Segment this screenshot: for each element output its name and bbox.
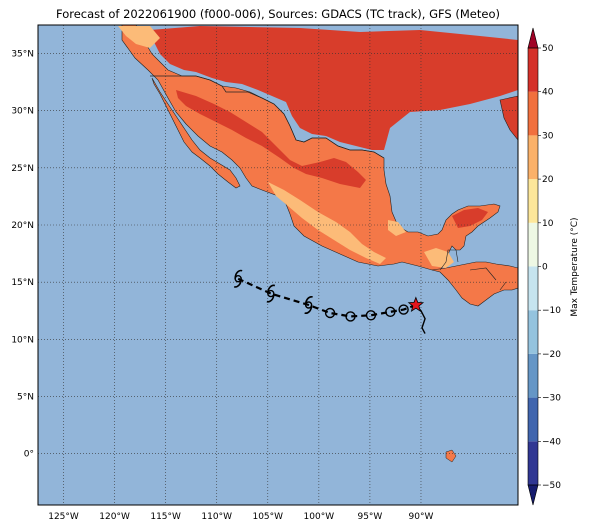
track-point-marker: [365, 310, 377, 321]
colorbar-over-arrow: [527, 27, 539, 49]
track-point-marker: [398, 304, 409, 315]
colorbar-tick-label: 40: [542, 88, 554, 98]
land-layer: [118, 25, 518, 463]
hot-zone-us-interior: [150, 26, 518, 150]
hot-zone-yucatan: [452, 208, 488, 228]
hot-zone-mexico: [176, 90, 366, 188]
colorbar-segment: [528, 310, 538, 354]
colorbar-tick-label: 30: [542, 131, 554, 141]
tropical-storm-icon: [233, 269, 243, 288]
colorbar-tick-label: −50: [542, 481, 561, 491]
lon-tick-label: 120°W: [99, 512, 130, 522]
lat-tick-label: 5°N: [17, 392, 34, 402]
mild-zone-east: [388, 220, 406, 236]
land-central-america: [431, 261, 518, 307]
colorbar: −50 −40 −30 −20 −10 0 10 20 30 40 50: [527, 27, 561, 506]
colorbar-tick-label: −10: [542, 306, 561, 316]
track-point-marker: [385, 306, 396, 318]
colorbar-label: Max Temperature (°C): [570, 217, 580, 316]
colorbar-segment: [528, 222, 538, 267]
land-florida: [499, 95, 518, 141]
lon-tick-label: 115°W: [150, 512, 181, 522]
mild-zone-north: [118, 26, 160, 48]
lat-tick-label: 35°N: [11, 50, 34, 60]
land-baja-california: [151, 77, 241, 189]
border-us-mexico: [150, 75, 385, 159]
lon-tick-label: 110°W: [201, 512, 232, 522]
colorbar-tick-label: 0: [542, 263, 548, 273]
lat-tick-label: 20°N: [11, 221, 34, 231]
mild-zone-guatemala: [424, 248, 454, 268]
colorbar-segment: [528, 397, 538, 442]
colorbar-tick-label: 50: [542, 44, 554, 54]
storm-track: [233, 269, 426, 334]
colorbar-tick-label: 20: [542, 175, 554, 185]
colorbar-segment: [528, 135, 538, 180]
colorbar-segment: [528, 441, 538, 485]
map-title: Forecast of 2022061900 (f000-006), Sourc…: [56, 7, 500, 21]
tropical-storm-icon: [304, 296, 313, 314]
tropical-storm-icon: [266, 284, 276, 303]
colorbar-under-arrow: [527, 484, 539, 506]
track-point-marker: [345, 311, 356, 322]
gridlines: [38, 25, 518, 505]
colorbar-tick-label: −30: [542, 394, 561, 404]
colorbar-segment: [528, 48, 538, 92]
current-position-star-icon: [407, 296, 425, 312]
lat-tick-label: 0°: [24, 450, 34, 460]
lon-tick-label: 125°W: [48, 512, 79, 522]
colorbar-tick-label: −20: [542, 350, 561, 360]
track-point-marker: [324, 307, 336, 319]
axis-ticks: 125°W 120°W 115°W 110°W 105°W 100°W 95°W 90°W 35…: [11, 50, 433, 522]
border-central-america: [439, 249, 507, 291]
land-galapagos: [445, 449, 457, 463]
colorbar-tick-label: −40: [542, 437, 561, 447]
colorbar-tick-label: 10: [542, 219, 554, 229]
lat-tick-label: 10°N: [11, 335, 34, 345]
lon-tick-label: 95°W: [357, 512, 382, 522]
lat-tick-label: 30°N: [11, 107, 34, 117]
lat-tick-label: 15°N: [11, 278, 34, 288]
colorbar-segment: [528, 353, 538, 398]
colorbar-segment: [528, 91, 538, 136]
lon-tick-label: 90°W: [409, 512, 434, 522]
map-frame: [37, 24, 519, 506]
colorbar-segment: [528, 179, 538, 223]
lon-tick-label: 100°W: [304, 512, 335, 522]
mild-zone-sierra: [268, 182, 386, 264]
lon-tick-label: 105°W: [252, 512, 283, 522]
colorbar-segment: [528, 266, 538, 311]
lat-tick-label: 25°N: [11, 164, 34, 174]
